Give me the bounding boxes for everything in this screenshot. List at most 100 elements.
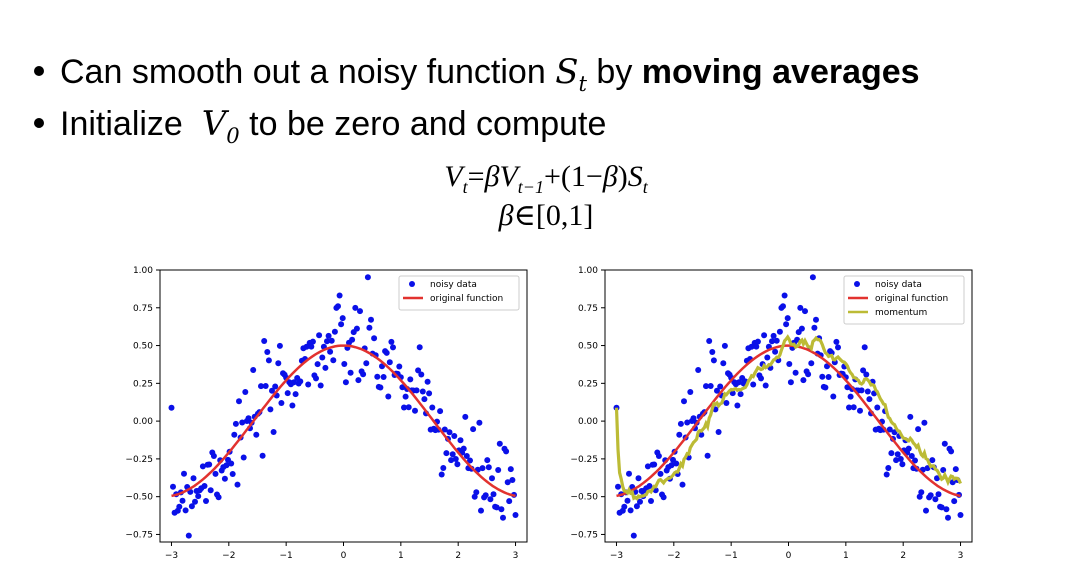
noisy-data-point (798, 325, 805, 332)
noisy-data-point (899, 461, 906, 468)
noisy-data-point (921, 419, 928, 426)
legend-label: original function (430, 294, 503, 304)
x-tick-label: 1 (843, 551, 849, 561)
noisy-data-point (460, 445, 467, 452)
noisy-data-point (787, 379, 794, 386)
x-tick-label: −1 (725, 551, 738, 561)
noisy-data-point (951, 498, 958, 505)
noisy-data-point (957, 512, 964, 518)
noisy-data-point (412, 407, 418, 414)
noisy-data-point (253, 431, 260, 438)
noisy-data-point (322, 364, 329, 371)
legend-box (398, 275, 520, 311)
noisy-data-point (357, 308, 363, 315)
noisy-data-point (284, 390, 291, 397)
noisy-data-point (415, 367, 422, 374)
noisy-data-point (907, 413, 914, 420)
noisy-data-point (289, 402, 296, 409)
x-tick-label: −3 (610, 551, 623, 561)
noisy-data-point (276, 342, 283, 349)
formula-line-2: β∈[0,1] (498, 199, 594, 232)
noisy-data-point (781, 292, 788, 299)
original-function-line (616, 344, 961, 498)
noisy-data-point (374, 373, 381, 380)
noisy-data-point (451, 433, 458, 439)
noisy-data-point (448, 457, 455, 464)
y-tick-label: 0.50 (133, 342, 153, 352)
noisy-data-point (646, 483, 653, 489)
noisy-data-point (500, 514, 506, 521)
noisy-data-point (331, 328, 338, 335)
noisy-data-point (424, 378, 431, 385)
noisy-data-point (479, 465, 486, 472)
noisy-data-point (498, 506, 505, 513)
noisy-data-point (236, 398, 242, 405)
noisy-data-point (240, 454, 247, 461)
legend-box (843, 275, 965, 325)
y-tick-label: 0.00 (578, 417, 598, 427)
noisy-data-point (698, 431, 705, 438)
noisy-data-point (462, 413, 469, 420)
x-tick-label: 0 (786, 551, 792, 561)
noisy-data-point (660, 494, 667, 501)
noisy-data-point (952, 466, 959, 473)
bullet-2-var: V0 (201, 104, 240, 148)
noisy-data-point (487, 496, 494, 503)
x-tick-label: 3 (958, 551, 964, 561)
noisy-data-point (325, 332, 332, 339)
noisy-data-point (353, 325, 360, 332)
noisy-data-point (833, 338, 840, 345)
noisy-data-point (339, 315, 346, 322)
noisy-data-point (657, 470, 664, 477)
bullet-1: Can smooth out a noisy function St by mo… (30, 46, 1080, 98)
noisy-data-point (512, 512, 519, 518)
noisy-data-point (506, 498, 513, 505)
noisy-data-point (866, 396, 873, 403)
legend-label: noisy data (430, 280, 477, 290)
noisy-data-point (264, 349, 271, 355)
noisy-data-point (228, 460, 235, 467)
noisy-data-point (863, 371, 870, 378)
noisy-data-point (245, 415, 252, 422)
noisy-data-point (684, 419, 691, 426)
noisy-data-point (342, 379, 349, 386)
noisy-data-point (476, 419, 483, 426)
noisy-data-point (857, 407, 863, 414)
noisy-data-point (490, 491, 497, 498)
bullet-list: Can smooth out a noisy function St by mo… (30, 46, 1080, 150)
noisy-data-point (313, 375, 319, 382)
noisy-data-point (270, 429, 277, 435)
noisy-data-point (478, 507, 484, 514)
x-tick-label: 2 (900, 551, 906, 561)
noisy-data-point (710, 357, 717, 364)
noisy-data-point (908, 453, 915, 459)
noisy-data-point (261, 338, 268, 344)
y-tick-label: 1.00 (133, 266, 153, 276)
noisy-data-point (363, 360, 370, 367)
noisy-data-point (324, 338, 330, 345)
noisy-data-point (402, 393, 409, 400)
noisy-data-point (706, 338, 713, 344)
noisy-data-point (170, 483, 176, 490)
noisy-data-point (935, 491, 942, 498)
noisy-data-point (846, 404, 852, 411)
y-tick-label: 0.25 (133, 379, 153, 389)
noisy-data-point (421, 396, 428, 403)
noisy-data-point (943, 506, 950, 513)
noisy-data-point (637, 498, 643, 505)
noisy-data-point (703, 383, 709, 390)
noisy-data-point (624, 497, 631, 504)
bullet-1-pre: Can smooth out a noisy function (60, 53, 556, 91)
noisy-data-point (714, 387, 720, 394)
noisy-data-point (328, 337, 335, 344)
noisy-data-point (275, 360, 282, 367)
noisy-data-point (754, 338, 761, 345)
noisy-data-point (651, 461, 658, 468)
noisy-data-point (758, 375, 764, 382)
noisy-data-point (349, 336, 356, 343)
noisy-data-point (419, 388, 426, 395)
bullet-1-bold: moving averages (641, 53, 920, 91)
noisy-data-point (457, 437, 464, 444)
noisy-data-point (707, 383, 714, 389)
noisy-data-point (704, 452, 711, 459)
